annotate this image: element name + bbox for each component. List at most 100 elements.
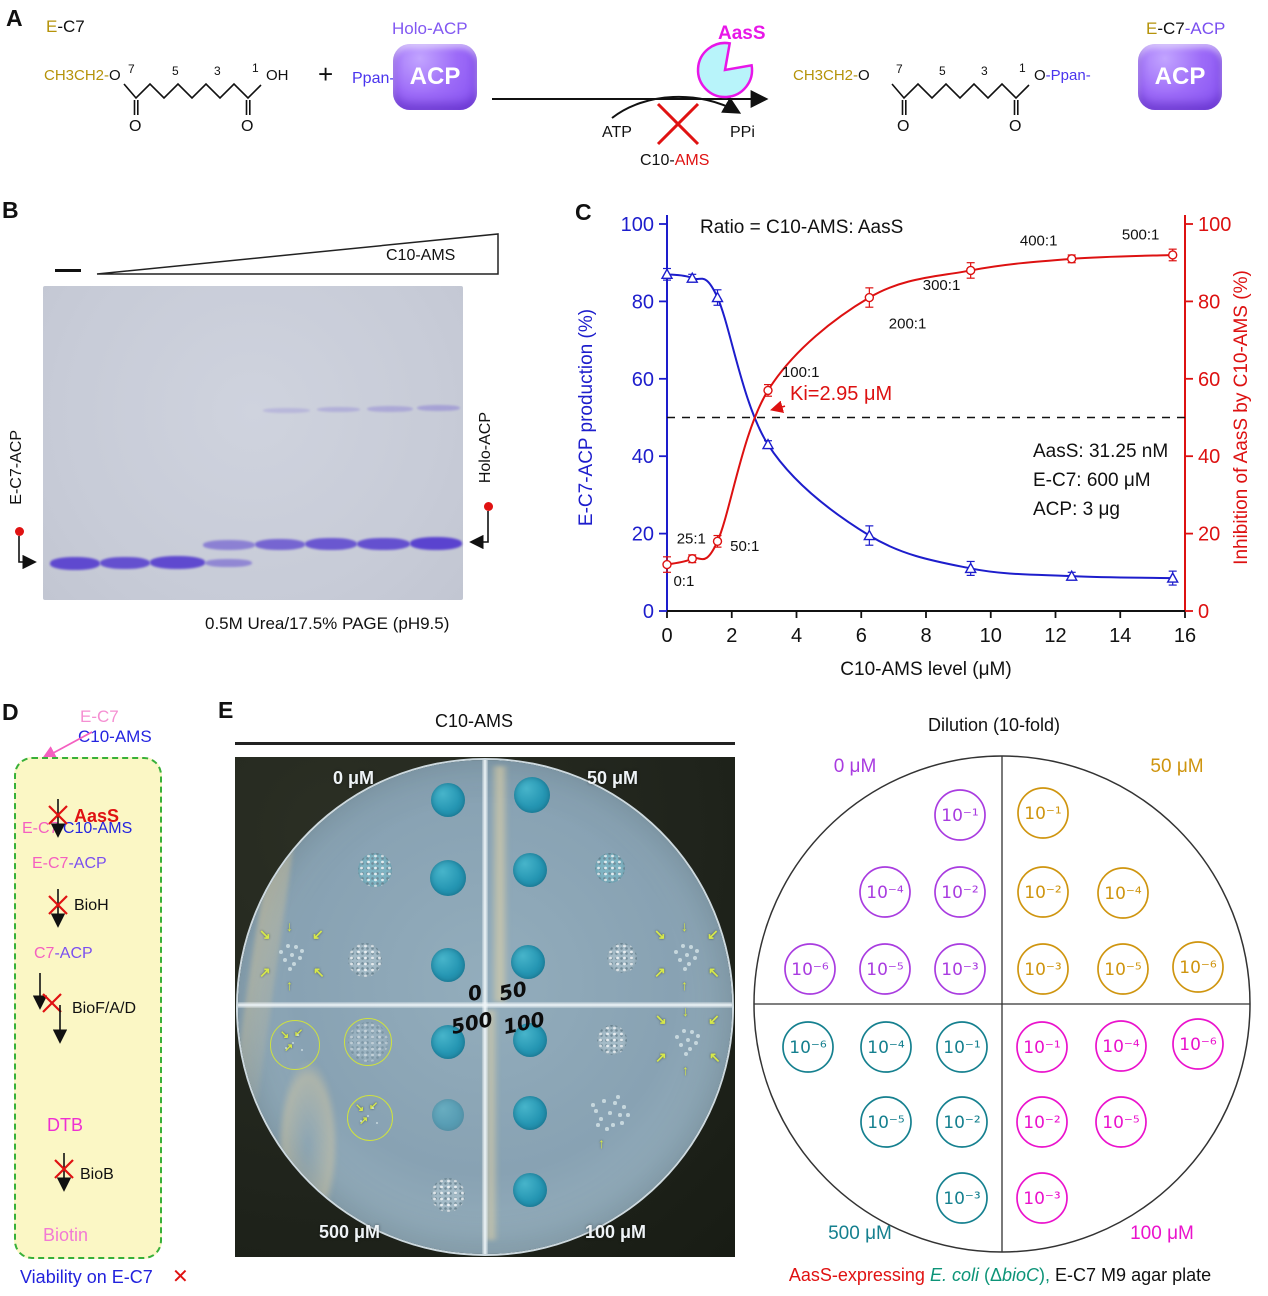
dilution-circle (1097, 943, 1149, 995)
holo-acp-band-label: Holo-ACP (477, 412, 494, 484)
product-label: E-C7-ACP (1146, 19, 1226, 38)
colony-dot (608, 1111, 612, 1115)
dilution-circle (860, 1021, 912, 1073)
gel-band (263, 408, 310, 413)
colony-dot (605, 1127, 609, 1131)
dilution-circle (934, 866, 986, 918)
pointer-arrow-icon: ↘ (655, 1011, 667, 1027)
panel-b-label: B (2, 197, 19, 223)
ppi-label: PPi (730, 124, 755, 141)
data-point (964, 561, 977, 574)
pathway-input-arrow (41, 731, 93, 760)
colony-dot (366, 1114, 370, 1118)
colony-dot (685, 953, 689, 957)
dilution-value: 10⁻⁵ (1102, 1113, 1139, 1133)
page-gel-image (43, 286, 463, 600)
colony-dot (602, 1099, 606, 1103)
pointer-arrow-icon: ↗ (655, 1049, 667, 1065)
colony-dot (291, 1041, 295, 1045)
pathway-input-c10ams: C10-AMS (78, 727, 152, 746)
panel-a-label: A (6, 5, 23, 31)
x-tick-label: 4 (791, 625, 802, 647)
dilution-value: 10⁻² (1023, 1113, 1060, 1133)
acid-oh: OH (266, 67, 289, 84)
carbon-5: 5 (939, 64, 946, 78)
colony-dot (682, 1029, 686, 1033)
dilution-circle (784, 943, 836, 995)
right-tick-label: 100 (1198, 214, 1231, 236)
pointer-arrow-icon: ↖ (313, 964, 325, 980)
colony-dot (613, 1101, 617, 1105)
colony-spot-grainy (431, 1178, 465, 1212)
chart-title: Ratio = C10-AMS: AasS (700, 217, 903, 238)
ester-group-left: CH3CH2-O (44, 67, 121, 84)
quadrant-concentration-label: 500 μM (828, 1223, 892, 1244)
carbon-7: 7 (128, 62, 135, 76)
carbon-1: 1 (1019, 61, 1026, 75)
product-linker: O-Ppan- (1034, 67, 1091, 84)
dilution-circle (936, 1096, 988, 1148)
colony-spot-grainy (358, 853, 392, 887)
assay-condition: ACP: 3 μg (1033, 499, 1120, 520)
pathway-biotin: Biotin (43, 1225, 89, 1245)
carbonyl-o: O (241, 118, 254, 135)
dilution-value: 10⁻⁵ (866, 960, 903, 980)
colony-spot-solid (511, 945, 545, 979)
data-point (761, 438, 775, 450)
ki-annotation: Ki=2.95 μM (790, 383, 892, 405)
pointer-arrow-icon: ↗ (284, 1042, 294, 1054)
left-tick-label: 40 (632, 446, 654, 468)
pointer-arrow-icon: ↑ (286, 977, 293, 993)
carbon-3: 3 (981, 64, 988, 78)
colony-spot-solid (431, 783, 465, 817)
atp-label: ATP (602, 124, 632, 141)
colony-dot (616, 1095, 620, 1099)
pointer-arrow-icon: ↑ (598, 1135, 605, 1151)
agar-plate: ↓ ↙ ↖ ↑ ↗ ↘ ↓ ↙ ↖ ↑ ↗ ↘ ↘ ↙ ↗ ↘ ↙ ↗ ↓ ↙ ↖ ↑ ↗ ↘ ↑ (238, 760, 732, 1254)
data-point (687, 554, 697, 564)
panel-d-label: D (2, 699, 19, 725)
data-point (1066, 254, 1077, 264)
pointer-arrow-icon: ↖ (708, 964, 720, 980)
pathway-dtb: DTB (47, 1115, 83, 1135)
dilution-circle (934, 943, 986, 995)
gel-band (367, 406, 413, 412)
quadrant-concentration-label: 100 μM (1130, 1223, 1194, 1244)
pointer-arrow-icon: ↙ (294, 1027, 304, 1039)
dilution-circle (1017, 787, 1069, 839)
panel-e-label: E (218, 697, 234, 723)
colony-dot (292, 962, 296, 966)
dilution-circle (860, 1096, 912, 1148)
pointer-arrow-icon: ↙ (708, 1011, 720, 1027)
right-tick-label: 80 (1198, 291, 1220, 313)
viability-label: Viability on E-C7 (20, 1267, 153, 1287)
ester-group-right: CH3CH2-O (793, 67, 870, 84)
plate-quadrant-label-0: 0 μM (333, 768, 375, 788)
colony-dot (296, 1033, 300, 1037)
left-tick-label: 100 (621, 214, 654, 236)
pathway-ec7-acp: E-C7-ACP (32, 855, 107, 872)
data-point (712, 536, 723, 547)
colony-spot-grainy (595, 853, 625, 883)
colony-spot-grainy (348, 943, 382, 977)
series-curve (666, 273, 1173, 580)
dilution-value: 10⁻⁴ (867, 1038, 905, 1058)
colony-dot (300, 1048, 304, 1052)
dilution-circle (1097, 867, 1149, 919)
colony-dot (618, 1113, 622, 1117)
colony-dot (693, 956, 697, 960)
colony-spot-faint (432, 1099, 464, 1131)
ratio-annotation: 400:1 (1020, 232, 1058, 249)
dilution-value: 10⁻³ (943, 1189, 980, 1209)
data-point (1167, 250, 1178, 260)
ratio-annotation: 50:1 (730, 538, 759, 555)
colony-spots-layer: ↓ ↙ ↖ ↑ ↗ ↘ ↓ ↙ ↖ ↑ ↗ ↘ ↘ ↙ ↗ ↘ ↙ ↗ ↓ ↙ ↖ ↑ ↗ ↘ ↑ (238, 760, 732, 1254)
aass-enzyme-label: AasS (718, 23, 766, 44)
dilution-circle (1016, 1021, 1068, 1073)
left-tick-label: 20 (632, 524, 654, 546)
gel-band (317, 407, 360, 412)
x-axis-label: C10-AMS level (μM) (840, 659, 1011, 680)
gel-caption: 0.5M Urea/17.5% PAGE (pH9.5) (205, 614, 450, 633)
carbon-5: 5 (172, 64, 179, 78)
